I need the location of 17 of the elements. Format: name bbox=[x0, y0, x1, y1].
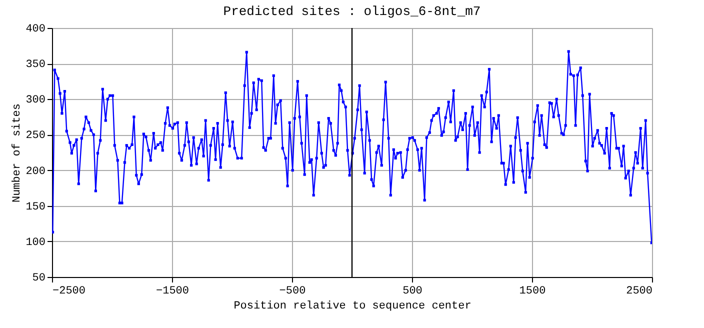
y-tick-label: 250 bbox=[26, 130, 46, 142]
y-tick-label: 100 bbox=[26, 236, 46, 249]
y-axis-title: Number of sites bbox=[12, 103, 24, 203]
x-tick-label: 1500 bbox=[519, 286, 546, 298]
x-tick-label: −500 bbox=[279, 286, 306, 298]
chart-title: Predicted sites : oligos_6-8nt_m7 bbox=[223, 4, 481, 19]
x-tick-label: 500 bbox=[402, 286, 422, 298]
y-tick-label: 150 bbox=[26, 201, 46, 214]
y-tick-label: 200 bbox=[26, 166, 46, 178]
x-axis-title: Position relative to sequence center bbox=[234, 300, 472, 312]
y-tick-label: 50 bbox=[32, 272, 46, 284]
x-tick-label: −2500 bbox=[52, 286, 86, 298]
x-tick-label: −1500 bbox=[156, 286, 190, 298]
y-tick-label: 300 bbox=[26, 94, 46, 107]
x-tick-label: 2500 bbox=[626, 286, 652, 298]
y-tick-label: 400 bbox=[26, 24, 46, 36]
y-tick-label: 350 bbox=[26, 59, 46, 72]
